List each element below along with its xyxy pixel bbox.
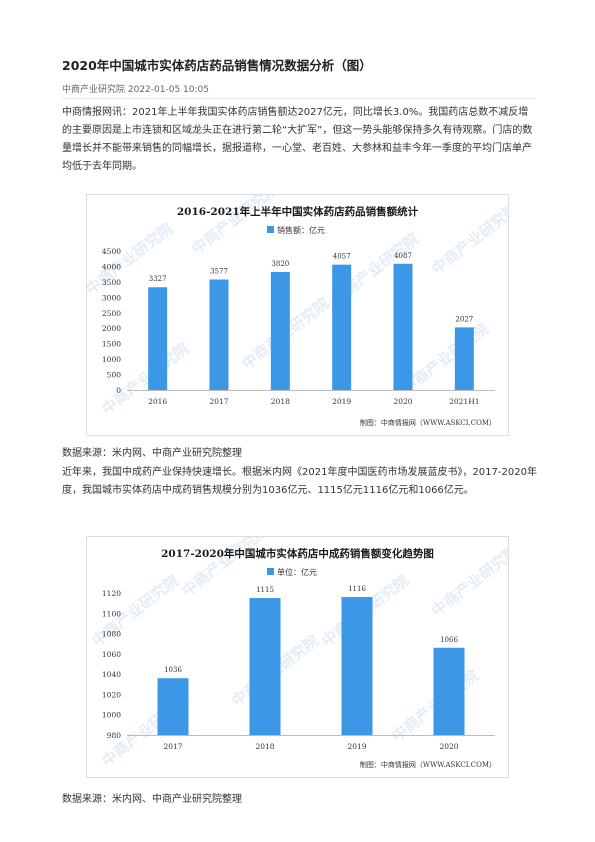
data-label: 3577 <box>210 268 228 276</box>
x-tick-label: 2019 <box>332 397 351 406</box>
x-tick-label: 2018 <box>271 397 290 406</box>
y-tick-label: 1080 <box>102 630 121 639</box>
y-tick-label: 1100 <box>102 609 121 618</box>
chart-drug-sales: 中商产业研究院 中商产业研究院 中商产业研究院 中商产业研究院 中商产业研究院 中商产业研… <box>86 194 509 436</box>
x-tick-label: 2020 <box>393 397 412 406</box>
legend-label: 销售额：亿元 <box>277 225 325 235</box>
data-label: 2027 <box>455 315 473 323</box>
legend-swatch <box>267 568 274 575</box>
x-tick-label: 2017 <box>209 397 228 406</box>
x-tick-label: 2016 <box>148 397 167 406</box>
bar <box>433 647 465 735</box>
bar <box>393 263 413 390</box>
y-tick-label: 2500 <box>102 309 121 318</box>
chart-legend: 销售额：亿元 <box>267 225 325 235</box>
y-tick-label: 1020 <box>102 690 121 699</box>
y-tick-label: 1060 <box>102 650 121 659</box>
x-tick-label: 2019 <box>347 742 366 751</box>
data-label: 1115 <box>256 586 274 594</box>
y-tick-label: 1120 <box>102 589 121 598</box>
y-tick-label: 1040 <box>102 670 121 679</box>
data-label: 1116 <box>348 585 366 593</box>
y-tick-label: 0 <box>116 386 121 395</box>
paragraph-intro: 中商情报网讯：2021年上半年我国实体药店销售额达2027亿元，同比增长3.0%… <box>62 107 533 172</box>
x-tick-label: 2018 <box>255 742 274 751</box>
chart-drug-sales-svg: 中商产业研究院中商产业研究院中商产业研究院中商产业研究院中商产业研究院中商产业研… <box>87 195 508 427</box>
y-tick-label: 4000 <box>102 262 121 271</box>
x-tick-label: 2017 <box>163 742 182 751</box>
article-title: 2020年中国城市实体药店药品销售情况数据分析（图） <box>62 58 372 73</box>
chart-legend: 单位：亿元 <box>267 567 317 577</box>
chart-title: 2017-2020年中国城市实体药店中成药销售额变化趋势图 <box>161 547 434 560</box>
bar <box>270 272 290 390</box>
x-tick-label: 2021H1 <box>449 397 479 406</box>
y-tick-label: 2000 <box>102 324 121 333</box>
data-label: 3820 <box>271 260 289 268</box>
y-tick-label: 4500 <box>102 247 121 256</box>
bar <box>332 264 352 390</box>
watermark-text: 中商产业研究院 <box>87 219 176 298</box>
data-label: 3327 <box>149 275 167 283</box>
bar <box>148 287 168 390</box>
legend-swatch <box>267 226 274 233</box>
bar <box>249 598 281 735</box>
x-tick-label: 2020 <box>439 742 458 751</box>
y-tick-label: 500 <box>107 371 122 380</box>
watermark-text: 中商产业研究院 <box>428 541 508 620</box>
data-label: 4057 <box>333 253 351 261</box>
data-label: 1036 <box>164 666 182 674</box>
data-label: 1066 <box>440 636 458 644</box>
chart-tcm-sales-svg: 中商产业研究院中商产业研究院中商产业研究院中商产业研究院中商产业研究院中商产业研… <box>88 537 508 770</box>
bar <box>157 678 189 735</box>
watermark-text: 中商产业研究院 <box>428 199 508 278</box>
data-label: 4087 <box>394 252 412 260</box>
source-note-2: 数据来源：米内网、中商产业研究院整理 <box>62 794 242 805</box>
source-note-1: 数据来源：米内网、中商产业研究院整理 <box>62 448 242 459</box>
bar <box>341 597 373 735</box>
y-tick-label: 3500 <box>102 278 121 287</box>
y-tick-label: 1000 <box>102 711 121 720</box>
bar <box>454 327 474 390</box>
chart-title: 2016-2021年上半年中国实体药店药品销售额统计 <box>177 205 419 218</box>
bar <box>209 279 229 390</box>
y-tick-label: 980 <box>107 731 122 740</box>
article-meta: 中商产业研究院 2022-01-05 10:05 <box>62 85 209 95</box>
chart-credit: 制图：中商情报网（WWW.ASKCI.COM） <box>360 760 496 769</box>
y-tick-label: 3000 <box>102 293 121 302</box>
chart-tcm-sales: 中商产业研究院中商产业研究院中商产业研究院中商产业研究院中商产业研究院中商产业研… <box>86 536 509 778</box>
y-tick-label: 1500 <box>102 340 121 349</box>
legend-label: 单位：亿元 <box>277 567 317 577</box>
chart-credit: 制图：中商情报网（WWW.ASKCI.COM） <box>360 418 496 427</box>
y-tick-label: 1000 <box>102 355 121 364</box>
paragraph-tcm: 近年来，我国中成药产业保持快速增长。根据米内网《2021年度中国医药市场发展蓝皮… <box>62 467 537 496</box>
divider <box>62 98 534 99</box>
